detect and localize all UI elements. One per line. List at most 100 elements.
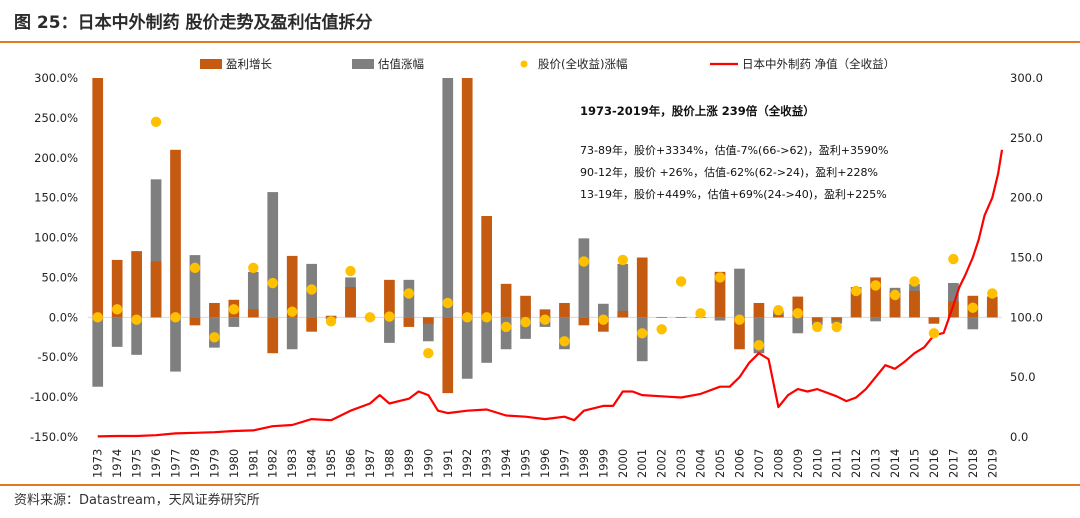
x-tick-label: 1997: [557, 449, 571, 478]
earnings-bar: [831, 317, 843, 321]
earnings-bar: [286, 255, 298, 318]
price-return-dot: [734, 314, 745, 325]
valuation-bar: [286, 317, 298, 350]
x-tick-label: 2006: [732, 449, 746, 478]
earnings-bar: [306, 317, 317, 332]
earnings-bar: [384, 279, 395, 318]
x-tick-label: 1985: [324, 449, 338, 478]
left-axis-tick-label: 100.0%: [34, 231, 78, 245]
earnings-bar: [850, 291, 862, 318]
legend-label-price: 股价(全收益)涨幅: [538, 57, 627, 71]
price-return-dot: [987, 288, 998, 299]
x-tick-label: 2016: [927, 449, 941, 478]
legend-label-nav: 日本中外制药 净值（全收益）: [742, 57, 895, 71]
valuation-bar: [831, 317, 843, 324]
x-tick-label: 1988: [382, 449, 396, 478]
price-return-dot: [928, 328, 940, 339]
earnings-bar: [636, 257, 648, 318]
annotation-line-1: 73-89年，股价+3334%，估值-7%(66->62)，盈利+3590%: [580, 144, 889, 157]
left-axis-tick-label: 200.0%: [34, 151, 78, 165]
valuation-bar: [131, 317, 142, 355]
earnings-bar: [442, 317, 454, 394]
annotation-headline: 1973-2019年，股价上涨 239倍（全收益）: [580, 104, 815, 118]
valuation-bar: [481, 317, 493, 363]
price-return-dot: [948, 253, 959, 265]
legend-label-earnings: 盈利增长: [226, 57, 272, 71]
valuation-bar: [597, 303, 609, 318]
valuation-bar: [967, 317, 979, 330]
right-axis-tick-label: 150.0: [1010, 251, 1043, 265]
legend-swatch-valuation: [352, 59, 374, 69]
x-tick-label: 1981: [246, 449, 260, 478]
x-tick-label: 2010: [810, 449, 824, 478]
price-return-dot: [111, 304, 123, 315]
x-tick-label: 2014: [888, 449, 902, 478]
price-return-dot: [598, 314, 609, 325]
valuation-bar: [92, 317, 104, 387]
x-tick-label: 1976: [149, 449, 163, 478]
price-return-dot: [889, 289, 901, 301]
price-return-dot: [559, 336, 570, 347]
legend-label-valuation: 估值涨幅: [378, 57, 424, 71]
x-tick-label: 2000: [616, 449, 630, 478]
price-return-dot: [714, 272, 726, 283]
x-tick-label: 2017: [946, 449, 960, 478]
x-tick-label: 1977: [169, 449, 183, 478]
valuation-bar: [734, 268, 745, 318]
earnings-bar: [559, 302, 570, 318]
x-tick-label: 2009: [791, 449, 805, 478]
left-axis-tick-label: -50.0%: [37, 350, 78, 364]
x-tick-label: 2005: [713, 449, 727, 478]
left-axis-tick-label: 300.0%: [34, 71, 78, 85]
x-tick-label: 1994: [499, 449, 513, 478]
earnings-bar: [267, 317, 279, 354]
earnings-bar: [889, 291, 901, 318]
price-return-dot: [812, 321, 823, 333]
valuation-bar: [170, 317, 181, 372]
right-axis-tick-label: 100.0: [1010, 310, 1043, 324]
earnings-bar: [481, 216, 493, 318]
valuation-bar: [189, 255, 201, 318]
x-tick-label: 1978: [188, 449, 202, 478]
x-tick-label: 1999: [596, 449, 610, 478]
earnings-bar: [247, 309, 259, 318]
price-return-dot: [364, 312, 376, 323]
earnings-bar: [131, 251, 142, 318]
earnings-bar: [500, 283, 512, 318]
valuation-bar: [870, 317, 881, 322]
earnings-bar: [986, 296, 998, 318]
source-note: 资料来源：Datastream，天风证券研究所: [14, 493, 260, 508]
price-return-dot: [384, 311, 395, 322]
valuation-bar: [617, 263, 629, 318]
price-return-dot: [481, 312, 492, 323]
price-return-dot: [423, 348, 434, 359]
x-tick-label: 1987: [363, 449, 377, 478]
price-return-dot: [637, 328, 648, 339]
earnings-bar: [734, 317, 745, 350]
x-tick-label: 1973: [91, 449, 105, 478]
earnings-bar: [422, 317, 434, 324]
price-return-dot: [656, 324, 667, 335]
earnings-bar: [209, 302, 220, 318]
right-axis-tick-label: 200.0: [1010, 191, 1043, 205]
x-tick-label: 2011: [830, 449, 844, 478]
x-tick-label: 1986: [344, 449, 358, 478]
valuation-bar: [150, 179, 162, 318]
price-return-dot: [189, 262, 201, 274]
earnings-bar: [111, 259, 123, 318]
left-axis-tick-label: -150.0%: [30, 430, 78, 444]
price-return-dot: [325, 316, 337, 327]
price-return-dot: [92, 312, 103, 323]
valuation-bar: [636, 317, 648, 362]
valuation-bar: [559, 317, 570, 350]
x-tick-label: 2015: [907, 449, 921, 478]
earnings-bar: [150, 261, 162, 318]
price-return-dot: [578, 256, 590, 267]
legend-swatch-earnings: [200, 59, 222, 69]
price-return-dot: [131, 314, 142, 325]
valuation-bar: [384, 317, 395, 343]
valuation-bar: [442, 78, 454, 318]
price-return-dot: [753, 340, 765, 351]
earnings-bar: [617, 310, 629, 318]
valuation-bar: [753, 317, 765, 354]
